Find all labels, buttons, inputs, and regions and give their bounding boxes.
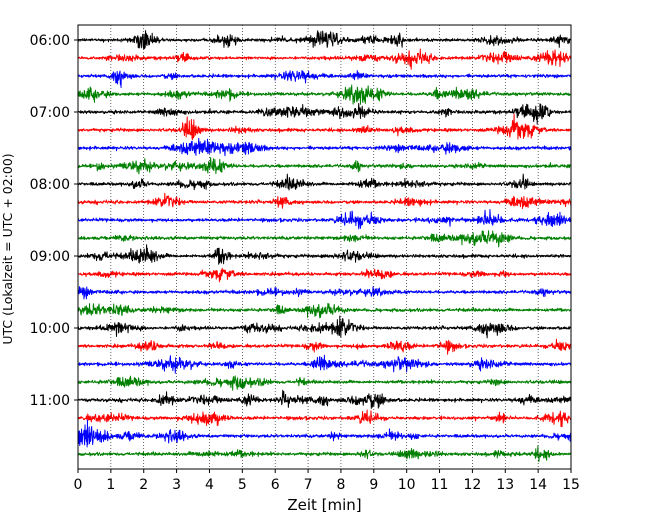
x-axis-ticks: 0 1 2 3 4 5 6 7 8 9 10 11 12 13 14 15 — [74, 469, 580, 493]
y-tick-label: 08:00 — [30, 177, 70, 193]
trace-0745 — [77, 157, 572, 175]
trace-1000 — [77, 315, 572, 339]
trace-0845 — [77, 230, 572, 248]
trace-1100 — [77, 389, 572, 409]
trace-0715 — [77, 113, 572, 141]
trace-0630 — [77, 69, 572, 89]
trace-1015 — [77, 338, 571, 355]
x-tick-label: 10 — [398, 477, 416, 493]
x-tick-label: 9 — [369, 477, 378, 493]
x-tick-label: 3 — [172, 477, 181, 493]
trace-0815 — [77, 192, 572, 210]
x-tick-label: 11 — [431, 477, 449, 493]
x-tick-label: 12 — [463, 477, 481, 493]
trace-0600 — [77, 30, 572, 50]
trace-0615 — [77, 48, 572, 70]
y-tick-label: 06:00 — [30, 33, 70, 49]
trace-1130 — [77, 419, 572, 448]
x-tick-label: 2 — [139, 477, 148, 493]
x-tick-label: 15 — [562, 477, 580, 493]
y-tick-label: 10:00 — [30, 321, 70, 337]
trace-1030 — [77, 354, 572, 374]
trace-0700 — [77, 103, 572, 125]
trace-1045 — [77, 375, 572, 391]
x-tick-label: 1 — [106, 477, 115, 493]
trace-0730 — [77, 137, 572, 157]
trace-0800 — [77, 173, 571, 191]
x-tick-label: 4 — [205, 477, 214, 493]
x-tick-label: 6 — [271, 477, 280, 493]
x-tick-label: 0 — [74, 477, 83, 493]
x-tick-label: 8 — [336, 477, 345, 493]
y-tick-label: 11:00 — [30, 393, 70, 409]
x-tick-label: 13 — [496, 477, 514, 493]
trace-1115 — [77, 409, 572, 428]
trace-0945 — [77, 302, 572, 319]
y-axis-label: UTC (Lokalzeit = UTC + 02:00) — [0, 153, 15, 344]
x-axis-label: Zeit [min] — [287, 496, 361, 514]
plot-frame — [77, 24, 572, 470]
x-tick-label: 7 — [304, 477, 313, 493]
traces-layer — [77, 30, 572, 463]
trace-0900 — [77, 244, 572, 265]
trace-0830 — [77, 209, 572, 230]
x-tick-label: 5 — [238, 477, 247, 493]
y-axis-ticks: 06:00 07:00 08:00 09:00 10:00 11:00 — [30, 33, 78, 409]
x-tick-label: 14 — [529, 477, 547, 493]
y-tick-label: 09:00 — [30, 249, 70, 265]
y-tick-label: 07:00 — [30, 105, 70, 121]
trace-0915 — [77, 267, 572, 283]
trace-1145 — [77, 445, 572, 463]
trace-0930 — [77, 286, 572, 300]
trace-0645 — [77, 84, 572, 105]
